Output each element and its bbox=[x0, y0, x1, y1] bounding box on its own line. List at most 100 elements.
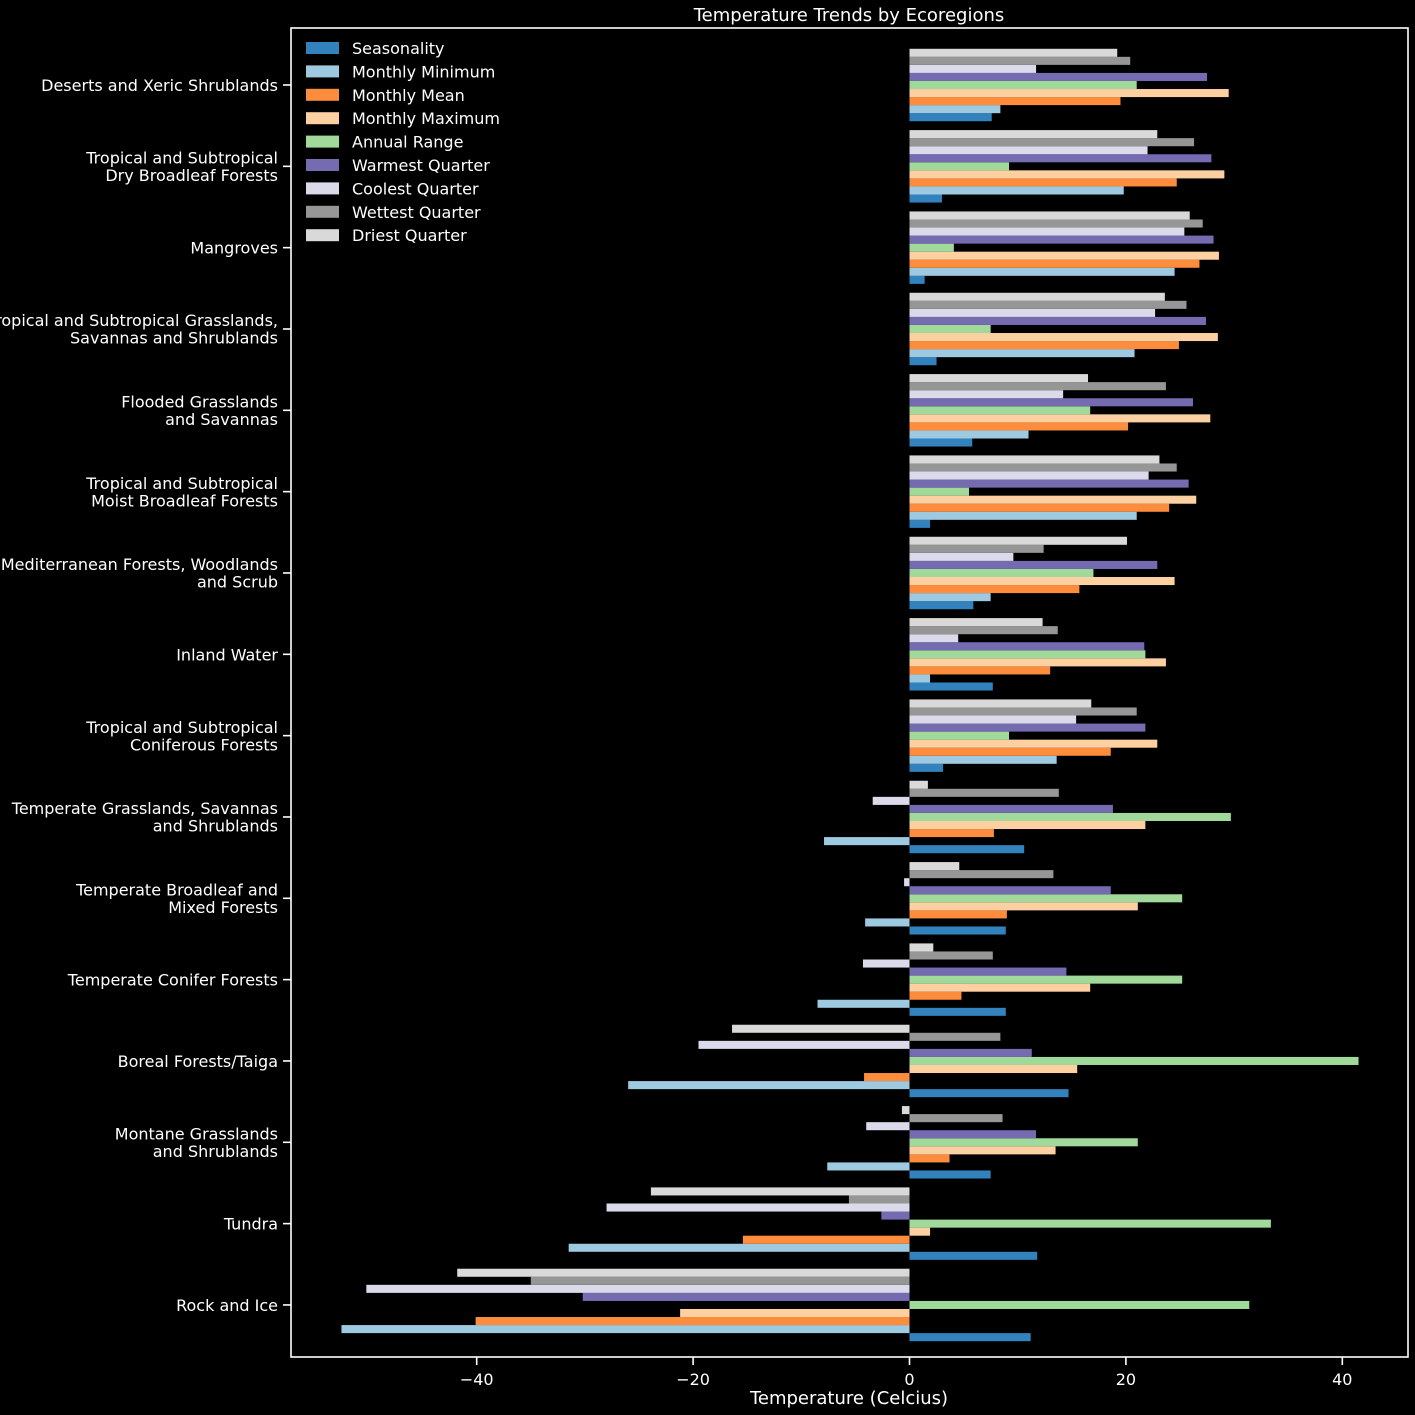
bar-seasonality-11 bbox=[909, 1007, 1006, 1016]
y-tick-label: Montane Grasslands and Shrublands bbox=[115, 1125, 278, 1162]
legend-swatch bbox=[306, 135, 339, 148]
bar-annual-range-8 bbox=[909, 731, 1010, 740]
bar-warmest-quarter-14 bbox=[881, 1211, 910, 1220]
bar-warmest-quarter-0 bbox=[909, 72, 1208, 81]
bar-coolest-quarter-3 bbox=[909, 308, 1156, 317]
bar-coolest-quarter-13 bbox=[866, 1122, 910, 1131]
bar-warmest-quarter-9 bbox=[909, 804, 1113, 813]
bar-monthly-minimum-5 bbox=[909, 511, 1137, 520]
bar-monthly-mean-0 bbox=[909, 97, 1121, 106]
bar-seasonality-12 bbox=[909, 1089, 1069, 1098]
y-tick-label: Temperate Grasslands, Savannas and Shrubl… bbox=[11, 799, 278, 836]
bar-monthly-minimum-11 bbox=[817, 999, 910, 1008]
bar-monthly-mean-4 bbox=[909, 422, 1129, 431]
bar-coolest-quarter-7 bbox=[909, 634, 959, 643]
bar-monthly-maximum-2 bbox=[909, 251, 1219, 260]
bar-warmest-quarter-11 bbox=[909, 967, 1067, 976]
bar-driest-quarter-11 bbox=[909, 943, 934, 952]
bar-coolest-quarter-1 bbox=[909, 146, 1148, 155]
bar-coolest-quarter-5 bbox=[909, 471, 1149, 480]
bar-seasonality-9 bbox=[909, 845, 1025, 854]
y-tick-label: Temperate Conifer Forests bbox=[67, 971, 278, 990]
bar-monthly-minimum-3 bbox=[909, 349, 1135, 358]
bar-warmest-quarter-8 bbox=[909, 723, 1146, 732]
y-tick-label: Rock and Ice bbox=[176, 1296, 278, 1315]
legend-swatch bbox=[306, 205, 339, 218]
bar-wettest-quarter-7 bbox=[909, 626, 1058, 635]
bar-warmest-quarter-2 bbox=[909, 235, 1214, 244]
bar-monthly-mean-14 bbox=[742, 1235, 910, 1244]
bar-wettest-quarter-15 bbox=[530, 1276, 910, 1285]
bar-seasonality-15 bbox=[909, 1333, 1031, 1342]
bar-warmest-quarter-10 bbox=[909, 886, 1111, 895]
y-tick-label: Tropical and Subtropical Grasslands, Sava… bbox=[0, 311, 278, 348]
bar-coolest-quarter-4 bbox=[909, 390, 1064, 399]
bar-monthly-maximum-15 bbox=[680, 1308, 910, 1318]
bar-coolest-quarter-15 bbox=[366, 1284, 910, 1293]
bar-driest-quarter-3 bbox=[909, 292, 1165, 301]
bar-coolest-quarter-11 bbox=[862, 959, 910, 968]
bar-annual-range-11 bbox=[909, 975, 1183, 984]
bar-monthly-maximum-4 bbox=[909, 414, 1211, 423]
legend-label: Wettest Quarter bbox=[352, 203, 481, 222]
bar-monthly-maximum-12 bbox=[909, 1064, 1078, 1074]
bar-wettest-quarter-10 bbox=[909, 870, 1054, 879]
y-tick-label: Mediterranean Forests, Woodlands and Scru… bbox=[1, 555, 278, 592]
bar-driest-quarter-15 bbox=[457, 1268, 910, 1277]
bar-annual-range-9 bbox=[909, 812, 1231, 821]
y-tick-label: Inland Water bbox=[176, 645, 278, 664]
legend-swatch bbox=[306, 229, 339, 242]
y-tick-label: Tundra bbox=[223, 1215, 278, 1234]
bar-monthly-maximum-8 bbox=[909, 739, 1158, 748]
bar-monthly-mean-7 bbox=[909, 666, 1051, 675]
bar-seasonality-1 bbox=[909, 194, 942, 203]
bar-monthly-maximum-1 bbox=[909, 170, 1225, 179]
bar-monthly-mean-3 bbox=[909, 341, 1179, 350]
legend: Seasonality Monthly Minimum Monthly Mean Mo… bbox=[306, 39, 500, 245]
bar-wettest-quarter-4 bbox=[909, 382, 1166, 391]
legend-label: Annual Range bbox=[352, 133, 463, 152]
bar-driest-quarter-5 bbox=[909, 455, 1160, 464]
legend-swatch bbox=[306, 65, 339, 78]
bar-wettest-quarter-2 bbox=[909, 219, 1203, 228]
x-tick-label: −40 bbox=[460, 1370, 494, 1389]
bar-coolest-quarter-2 bbox=[909, 227, 1185, 236]
legend-swatch bbox=[306, 159, 339, 171]
bar-driest-quarter-10 bbox=[909, 862, 960, 871]
bar-warmest-quarter-5 bbox=[909, 479, 1189, 488]
bar-monthly-minimum-14 bbox=[568, 1243, 910, 1252]
bar-annual-range-14 bbox=[909, 1219, 1271, 1228]
bar-annual-range-12 bbox=[909, 1056, 1359, 1065]
bar-monthly-maximum-6 bbox=[909, 577, 1175, 586]
bar-driest-quarter-2 bbox=[909, 211, 1190, 220]
bar-wettest-quarter-6 bbox=[909, 544, 1044, 553]
bar-annual-range-1 bbox=[909, 162, 1010, 171]
bar-warmest-quarter-1 bbox=[909, 154, 1212, 163]
y-tick-label: Mangroves bbox=[190, 239, 278, 258]
bar-monthly-minimum-2 bbox=[909, 267, 1175, 276]
bar-monthly-minimum-10 bbox=[865, 918, 910, 927]
bar-driest-quarter-4 bbox=[909, 374, 1089, 383]
bar-monthly-mean-15 bbox=[475, 1317, 910, 1326]
bar-annual-range-15 bbox=[909, 1300, 1250, 1309]
bar-monthly-maximum-14 bbox=[909, 1227, 931, 1236]
bar-monthly-mean-13 bbox=[909, 1154, 950, 1163]
bar-monthly-maximum-10 bbox=[909, 902, 1138, 911]
legend-label: Coolest Quarter bbox=[352, 179, 479, 198]
bar-seasonality-0 bbox=[909, 113, 992, 122]
bar-wettest-quarter-14 bbox=[848, 1195, 910, 1204]
legend-swatch bbox=[306, 42, 339, 54]
bar-monthly-mean-9 bbox=[909, 829, 994, 838]
bar-wettest-quarter-11 bbox=[909, 951, 993, 960]
legend-label: Driest Quarter bbox=[352, 226, 467, 245]
bar-warmest-quarter-15 bbox=[582, 1292, 910, 1301]
bar-monthly-mean-6 bbox=[909, 585, 1080, 594]
bar-driest-quarter-12 bbox=[732, 1024, 910, 1033]
bar-monthly-maximum-9 bbox=[909, 820, 1146, 830]
bar-driest-quarter-0 bbox=[909, 48, 1118, 57]
y-tick-label: Temperate Broadleaf and Mixed Forests bbox=[75, 881, 278, 918]
bar-seasonality-5 bbox=[909, 519, 931, 528]
bar-annual-range-5 bbox=[909, 487, 970, 496]
